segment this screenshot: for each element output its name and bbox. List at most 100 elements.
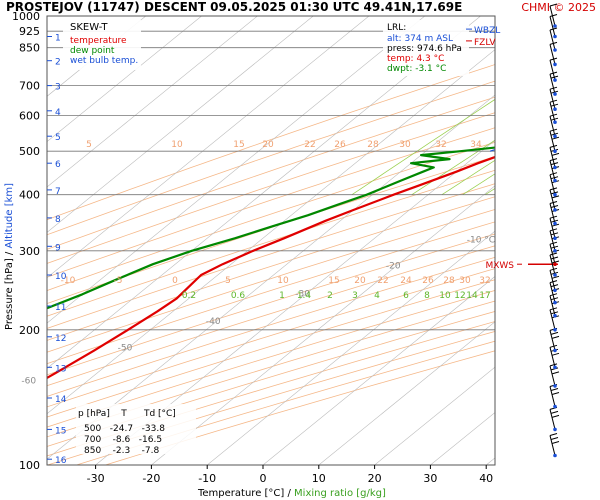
x-axis-title-temperature: Temperature [°C] / <box>197 488 294 499</box>
dry-adiabat <box>47 209 495 353</box>
isotherm-label: -30 <box>295 290 310 300</box>
wind-barb-base <box>553 365 557 370</box>
mixing-ratio-line <box>582 7 600 195</box>
wind-barb-staff <box>549 174 556 195</box>
wind-barb-staff <box>549 131 556 152</box>
wind-barb-base <box>553 328 557 332</box>
mixing-ratio-label: 1 <box>279 291 285 301</box>
pressure-tick-label: 400 <box>19 189 40 202</box>
mixing-ratio-line <box>351 98 495 196</box>
wind-barb-base <box>553 107 557 111</box>
series-dew-point <box>47 146 495 310</box>
wind-barb <box>549 280 560 305</box>
wind-barb-staff <box>549 116 556 137</box>
wind-barb-staff <box>549 147 556 168</box>
mixing-ratio-line <box>560 7 600 195</box>
wind-barb-base <box>553 273 557 277</box>
temperature-tick-label: -30 <box>87 472 105 485</box>
isotherm-line <box>318 321 495 465</box>
dry-adiabat <box>47 96 495 250</box>
wind-barb-flag <box>551 414 560 418</box>
wind-barb-flag <box>551 260 560 264</box>
level-markers: MXWS FZLV WBZL <box>466 26 558 271</box>
mixing-ratio-label: 6 <box>403 291 409 301</box>
credit-label: CHMI © 2025 <box>521 1 596 14</box>
adiabat-top-label: 15 <box>233 140 244 150</box>
wind-barb-staff <box>549 102 556 123</box>
mixing-ratio-label: 4 <box>374 291 380 301</box>
adiabat-mid-label: 30 <box>459 276 471 286</box>
pressure-tick-label: 200 <box>19 324 40 337</box>
wind-barb <box>549 3 558 28</box>
pressure-tick-label: 500 <box>19 145 40 158</box>
wind-barb-staff <box>549 282 556 303</box>
wind-barb-staff <box>549 330 556 351</box>
isotherm-line <box>374 366 495 465</box>
adiabat-top-label: 34 <box>470 140 482 150</box>
lrl-panel: LRL: alt: 374 m ASL press: 974.6 hPa tem… <box>383 20 469 76</box>
wind-barb-staff <box>549 203 556 224</box>
dry-adiabat <box>47 196 495 341</box>
adiabat-top-label: 26 <box>334 140 346 150</box>
x-axis-title-mixing-ratio: Mixing ratio [g/kg] <box>294 488 386 499</box>
wind-barb-flag <box>549 3 558 7</box>
isotherm-line <box>150 185 495 465</box>
wind-barb <box>549 307 560 332</box>
mixing-ratio-label: 17 <box>479 291 490 301</box>
altitude-tick-label: 16 <box>55 456 67 466</box>
wind-barb-flag <box>549 228 558 232</box>
altitude-tick-label: 3 <box>55 83 61 93</box>
lrl-title: LRL: <box>387 23 406 33</box>
isotherm-label: -20 <box>386 261 401 271</box>
altitude-tick-label: 12 <box>55 334 66 344</box>
wind-barb-staff <box>549 16 556 37</box>
legend-box <box>63 20 141 70</box>
pressure-tick-label: 1000 <box>12 10 40 23</box>
dry-adiabat <box>47 141 495 291</box>
adiabat-mid-label: 0 <box>172 276 178 286</box>
wind-barb-flag <box>551 392 560 395</box>
dry-adiabat <box>47 256 495 397</box>
dry-adiabat <box>47 80 495 236</box>
pressure-axis: 100 200 300 400 500 600 700 850 925 1000 <box>12 10 40 472</box>
altitude-tick-label: 7 <box>55 187 61 197</box>
wind-barb <box>549 384 560 409</box>
level-table-row-500: 500 -24.7 -33.8 <box>84 424 165 434</box>
wind-barb-flag <box>551 275 560 279</box>
adiabat-mid-label: 5 <box>225 276 231 286</box>
lrl-dewpoint: dwpt: -3.1 °C <box>387 64 446 74</box>
pressure-tick-label: 925 <box>19 25 40 38</box>
wind-barb-staff <box>549 365 556 387</box>
mixing-ratio-line <box>532 7 600 195</box>
temperature-tick-label: -10 <box>198 472 216 485</box>
wind-barb-flag <box>551 195 560 199</box>
level-table-row-700: 700 -8.6 -16.5 <box>84 435 162 445</box>
isotherm-label: -10 °C <box>467 236 495 246</box>
mixing-ratio-label: 14 <box>466 291 478 301</box>
wind-barb <box>549 128 560 153</box>
wind-barb-flag <box>550 284 559 288</box>
wind-barb-staff <box>549 347 556 368</box>
isotherm-line <box>47 16 258 188</box>
wind-barb-base <box>553 300 557 305</box>
wind-barb-base <box>553 348 557 353</box>
wind-barb-flag <box>551 441 560 444</box>
adiabat-top-label: 22 <box>304 140 315 150</box>
wind-barb-base <box>553 236 557 240</box>
adiabat-top-label: 10 <box>171 140 183 150</box>
lrl-box <box>383 20 469 76</box>
wind-barb-flag <box>549 363 558 367</box>
altitude-tick-label: 1 <box>55 34 61 44</box>
mixing-ratio-label: 12 <box>454 291 465 301</box>
adiabat-mid-label: 26 <box>422 276 434 286</box>
adiabat-top-label: 30 <box>399 140 411 150</box>
dry-adiabat <box>47 279 495 418</box>
wind-barb-staff <box>549 295 556 316</box>
dry-adiabat <box>47 221 495 365</box>
legend-dew-point: dew point <box>70 46 115 56</box>
altitude-tick-label: 13 <box>55 364 66 374</box>
adiabat-top-label: 20 <box>262 140 274 150</box>
adiabat-mid-label: 20 <box>354 276 366 286</box>
wind-barb-base <box>553 149 557 153</box>
wind-barb-flag <box>549 252 558 256</box>
